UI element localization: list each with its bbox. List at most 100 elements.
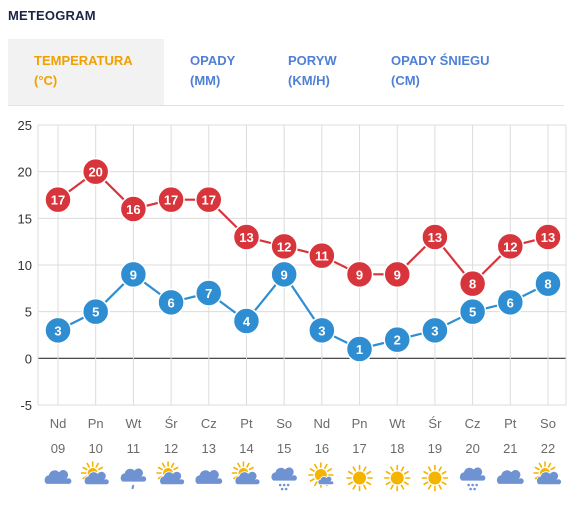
- y-tick-label: 20: [18, 165, 32, 180]
- point-max[interactable]: [157, 185, 185, 214]
- point-max[interactable]: [195, 185, 223, 214]
- sun-icon: [346, 464, 373, 492]
- data-label-max: 16: [126, 202, 140, 217]
- x-tick-day: Wt: [125, 416, 141, 431]
- cloud-icon: [496, 469, 525, 485]
- point-min[interactable]: [44, 316, 72, 345]
- x-tick-date: 14: [239, 441, 253, 456]
- point-max[interactable]: [81, 157, 110, 186]
- tab-opady-sniegu[interactable]: OPADY ŚNIEGU (CM): [366, 39, 506, 105]
- data-label-max: 13: [239, 230, 253, 245]
- data-label-min: 1: [356, 342, 363, 357]
- point-max[interactable]: [345, 260, 374, 289]
- data-label-min: 3: [431, 323, 438, 338]
- point-min[interactable]: [496, 288, 525, 317]
- cloud-drizzle-icon: [119, 467, 147, 490]
- x-tick-day: Pt: [240, 416, 253, 431]
- x-tick-date: 20: [465, 441, 479, 456]
- data-label-max: 17: [164, 193, 178, 208]
- x-tick-date: 11: [127, 441, 141, 456]
- sun-cloud-icon: [156, 461, 185, 486]
- point-min[interactable]: [232, 307, 261, 335]
- x-tick-date: 13: [202, 441, 216, 456]
- cloud-icon: [43, 469, 73, 485]
- point-max[interactable]: [44, 185, 72, 214]
- data-label-min: 4: [243, 314, 251, 329]
- data-label-max: 17: [51, 193, 65, 208]
- tab-temperatura[interactable]: TEMPERATURA (°C): [8, 39, 164, 105]
- x-tick-day: Pn: [352, 416, 368, 431]
- point-min[interactable]: [458, 297, 487, 326]
- point-min[interactable]: [81, 297, 110, 326]
- data-label-max: 12: [277, 239, 291, 254]
- tab-opady[interactable]: OPADY (MM): [164, 39, 263, 105]
- point-max[interactable]: [270, 232, 298, 261]
- point-min[interactable]: [383, 325, 411, 354]
- point-max[interactable]: [383, 260, 411, 289]
- data-label-max: 13: [541, 230, 555, 245]
- x-tick-date: 16: [315, 441, 329, 456]
- x-tick-day: Nd: [50, 416, 67, 431]
- point-min[interactable]: [345, 335, 374, 363]
- cloud-rain-icon: [459, 466, 487, 491]
- point-max[interactable]: [308, 241, 336, 270]
- tab-bar: TEMPERATURA (°C) OPADY (MM) PORYW (KM/H)…: [8, 39, 564, 106]
- x-tick-day: So: [540, 416, 556, 431]
- x-tick-day: Śr: [428, 416, 442, 431]
- tab-opady-sniegu-label: OPADY ŚNIEGU: [391, 53, 490, 68]
- x-tick-day: Cz: [465, 416, 481, 431]
- x-tick-day: Śr: [165, 416, 179, 431]
- tab-temperatura-label: TEMPERATURA: [34, 53, 133, 68]
- data-label-min: 2: [394, 333, 401, 348]
- x-tick-day: Pt: [504, 416, 517, 431]
- tab-opady-unit: (MM): [190, 73, 221, 88]
- sun-cloud-icon: [533, 461, 562, 486]
- x-tick-day: Cz: [201, 416, 217, 431]
- x-tick-day: Wt: [389, 416, 405, 431]
- x-tick-day: Nd: [314, 416, 331, 431]
- point-min[interactable]: [421, 316, 449, 345]
- cloud-rain-icon: [270, 466, 298, 491]
- point-max[interactable]: [119, 195, 148, 223]
- data-label-max: 17: [202, 193, 216, 208]
- data-label-min: 8: [544, 277, 551, 292]
- data-label-min: 3: [318, 323, 325, 338]
- y-tick-label: -5: [20, 398, 32, 413]
- point-min[interactable]: [157, 288, 185, 317]
- data-label-max: 9: [356, 267, 363, 282]
- point-max[interactable]: [534, 223, 562, 251]
- tab-poryw-unit: (KM/H): [288, 73, 330, 88]
- point-min[interactable]: [534, 269, 562, 298]
- point-min[interactable]: [119, 260, 148, 289]
- point-max[interactable]: [458, 269, 487, 298]
- x-tick-date: 22: [541, 441, 555, 456]
- data-label-min: 5: [469, 305, 476, 320]
- data-label-max: 11: [315, 249, 329, 264]
- x-tick-day: Pn: [88, 416, 104, 431]
- sun-icon: [383, 464, 411, 492]
- x-tick-day: So: [276, 416, 292, 431]
- data-label-min: 6: [507, 295, 514, 310]
- tab-opady-sniegu-unit: (CM): [391, 73, 420, 88]
- tab-poryw[interactable]: PORYW (KM/H): [263, 39, 366, 105]
- point-max[interactable]: [232, 223, 261, 251]
- x-tick-date: 19: [428, 441, 442, 456]
- y-tick-label: 5: [25, 305, 32, 320]
- data-label-max: 12: [503, 239, 517, 254]
- sun-cloud-icon: [231, 461, 261, 486]
- point-min[interactable]: [195, 279, 223, 307]
- data-label-min: 5: [92, 305, 99, 320]
- point-max[interactable]: [421, 223, 449, 251]
- tab-poryw-label: PORYW: [288, 53, 337, 68]
- tab-temperatura-unit: (°C): [34, 73, 58, 88]
- tab-opady-label: OPADY: [190, 53, 236, 68]
- point-max[interactable]: [496, 232, 525, 261]
- point-min[interactable]: [308, 316, 336, 345]
- x-tick-date: 15: [277, 441, 291, 456]
- point-min[interactable]: [270, 260, 298, 289]
- data-label-min: 6: [167, 295, 174, 310]
- chart-grid: [37, 124, 567, 406]
- sun-small-cloud-icon: [308, 462, 335, 488]
- data-label-max: 13: [428, 230, 442, 245]
